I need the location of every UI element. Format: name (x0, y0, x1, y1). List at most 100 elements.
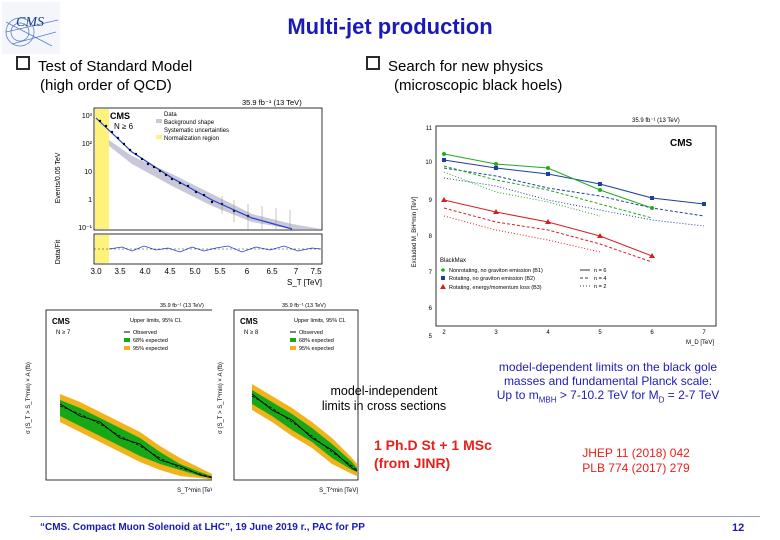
st-cms-label: CMS (110, 111, 130, 121)
svg-text:3.5: 3.5 (114, 267, 126, 276)
left-bullet-line1: Test of Standard Model (38, 58, 193, 75)
svg-text:5: 5 (429, 334, 433, 340)
phd-note: 1 Ph.D St + 1 MSc (from JINR) (374, 436, 492, 472)
legend-n2: n = 2 (594, 284, 606, 290)
svg-text:11: 11 (426, 126, 433, 132)
legend-n6: n = 6 (594, 268, 606, 274)
svg-text:6: 6 (650, 330, 654, 336)
data-errors (221, 196, 291, 229)
background-fit-line (95, 117, 293, 230)
svg-text:7: 7 (294, 267, 299, 276)
limit1-cms: CMS (52, 317, 70, 326)
footer-divider (30, 516, 760, 517)
bh-yticks: 11 10 9 8 7 6 5 (425, 126, 432, 340)
limit1-ylabel: σ (S_T > S_T^min) × A (fb) (26, 362, 32, 434)
legend-data: Data (164, 112, 177, 118)
right-bullet: Search for new physics (microscopic blac… (366, 56, 562, 95)
legend-b3: Rotating, energy/momentum loss (B3) (449, 285, 542, 291)
svg-text:4.0: 4.0 (139, 267, 151, 276)
left-bullet-line2: (high order of QCD) (40, 77, 172, 94)
reference-plb: PLB 774 (2017) 279 (582, 461, 690, 475)
svg-text:5.5: 5.5 (214, 267, 226, 276)
svg-text:5.0: 5.0 (189, 267, 201, 276)
legend-b2: Rotating, no graviton emission (B2) (449, 276, 535, 282)
limit2-lumi: 35.9 fb⁻¹ (13 TeV) (282, 303, 326, 309)
st-n-label: N ≥ 6 (114, 122, 134, 131)
st-yticks: 10³ 10² 10 1 10⁻¹ (78, 113, 92, 232)
svg-text:95% expected: 95% expected (299, 346, 334, 352)
data-points (98, 119, 250, 218)
logo-text: CMS (16, 15, 44, 30)
svg-text:1: 1 (88, 197, 92, 204)
legend-n4: n = 4 (594, 276, 606, 282)
series-b1 (442, 152, 654, 219)
svg-text:2: 2 (442, 330, 446, 336)
svg-text:6: 6 (245, 267, 250, 276)
legend-normalization: Normalization region (164, 136, 219, 142)
limit1-legend: Observed 68% expected 95% expected (124, 330, 168, 352)
bh-cms: CMS (670, 138, 693, 149)
caption-dep-line2: masses and fundamental Planck scale: (503, 374, 713, 388)
limit-plot-n8: 35.9 fb⁻¹ (13 TeV) σ (S_T > S_T^min) × A… (212, 298, 360, 498)
svg-text:6.5: 6.5 (266, 267, 278, 276)
svg-text:5: 5 (598, 330, 602, 336)
bullet-box-icon (16, 56, 30, 70)
svg-text:10²: 10² (82, 141, 93, 148)
bh-legend: Nonrotating, no graviton emission (B1) R… (440, 268, 606, 291)
st-lumi: 35.9 fb⁻¹ (13 TeV) (242, 98, 302, 107)
svg-text:8: 8 (429, 234, 433, 240)
bh-generator: BlackMax (440, 258, 466, 264)
phd-note-line1: 1 Ph.D St + 1 MSc (374, 437, 492, 453)
limit2-ylabel: σ (S_T > S_T^min) × A (fb) (218, 362, 224, 434)
bh-lumi: 35.9 fb⁻¹ (13 TeV) (632, 118, 680, 124)
limit2-header: Upper limits, 95% CL (294, 318, 346, 324)
caption-dep-line3: Up to mMBH > 7-10.2 TeV for MD = 2-7 TeV (496, 388, 720, 405)
limit-plot-n7: 35.9 fb⁻¹ (13 TeV) σ (S_T > S_T^min) × A… (20, 298, 226, 498)
st-distribution-plot: 35.9 fb⁻¹ (13 TeV) Events/0.05 TeV Data/… (52, 96, 330, 288)
svg-text:Observed: Observed (299, 330, 323, 336)
black-hole-exclusion-plot: 35.9 fb⁻¹ (13 TeV) Excluded M_BH^min [Te… (404, 112, 722, 348)
st-ylabel: Events/0.05 TeV (55, 152, 62, 203)
limit1-xlabel: S_T^min [TeV] (177, 488, 216, 494)
svg-text:68% expected: 68% expected (133, 338, 168, 344)
svg-text:7.5: 7.5 (310, 267, 322, 276)
legend-b1: Nonrotating, no graviton emission (B1) (449, 268, 543, 274)
normalization-region (95, 109, 109, 229)
limit2-n-label: N ≥ 8 (244, 330, 259, 336)
limit2-legend: Observed 68% expected 95% expected (290, 330, 334, 352)
bullet-box-icon (366, 56, 380, 70)
caption-indep-line1: model-independent (330, 384, 438, 398)
svg-text:10⁻¹: 10⁻¹ (78, 225, 92, 232)
svg-text:Observed: Observed (133, 330, 157, 336)
svg-text:6: 6 (429, 306, 433, 312)
series-b3 (441, 197, 655, 263)
svg-text:7: 7 (429, 270, 433, 276)
cms-logo: CMS (2, 2, 60, 54)
bh-xticks: 2 3 4 5 6 7 (442, 330, 706, 336)
svg-text:10³: 10³ (82, 113, 93, 120)
legend-background: Background shape (164, 120, 215, 126)
limit1-header: Upper limits, 95% CL (130, 318, 182, 324)
st-legend: Data Background shape Systematic uncerta… (156, 112, 229, 142)
bh-xlabel: M_D [TeV] (686, 340, 714, 346)
st-ylabel-ratio: Data/Fit (55, 240, 62, 265)
st-xlabel: S_T [TeV] (287, 278, 322, 287)
page-number: 12 (732, 522, 745, 534)
left-bullet: Test of Standard Model (high order of QC… (16, 56, 192, 95)
svg-text:9: 9 (429, 198, 433, 204)
caption-model-independent: model-independent limits in cross sectio… (300, 384, 468, 414)
limit2-xlabel: S_T^min [TeV] (319, 488, 358, 494)
svg-text:3.0: 3.0 (90, 267, 102, 276)
limit2-cms: CMS (240, 317, 258, 326)
caption-model-dependent: model-dependent limits on the black gole… (458, 360, 758, 407)
observed-limit-line (251, 393, 358, 472)
legend-systematics: Systematic uncertainties (164, 128, 229, 134)
reference-jhep: JHEP 11 (2018) 042 (582, 446, 690, 460)
right-bullet-line1: Search for new physics (388, 58, 544, 75)
svg-text:7: 7 (702, 330, 706, 336)
page-title: Multi-jet production (287, 14, 493, 39)
observed-limit-line (59, 403, 217, 480)
right-bullet-line2: (microscopic black hoels) (394, 77, 563, 94)
svg-text:4: 4 (546, 330, 550, 336)
phd-note-line2: (from JINR) (374, 455, 451, 471)
